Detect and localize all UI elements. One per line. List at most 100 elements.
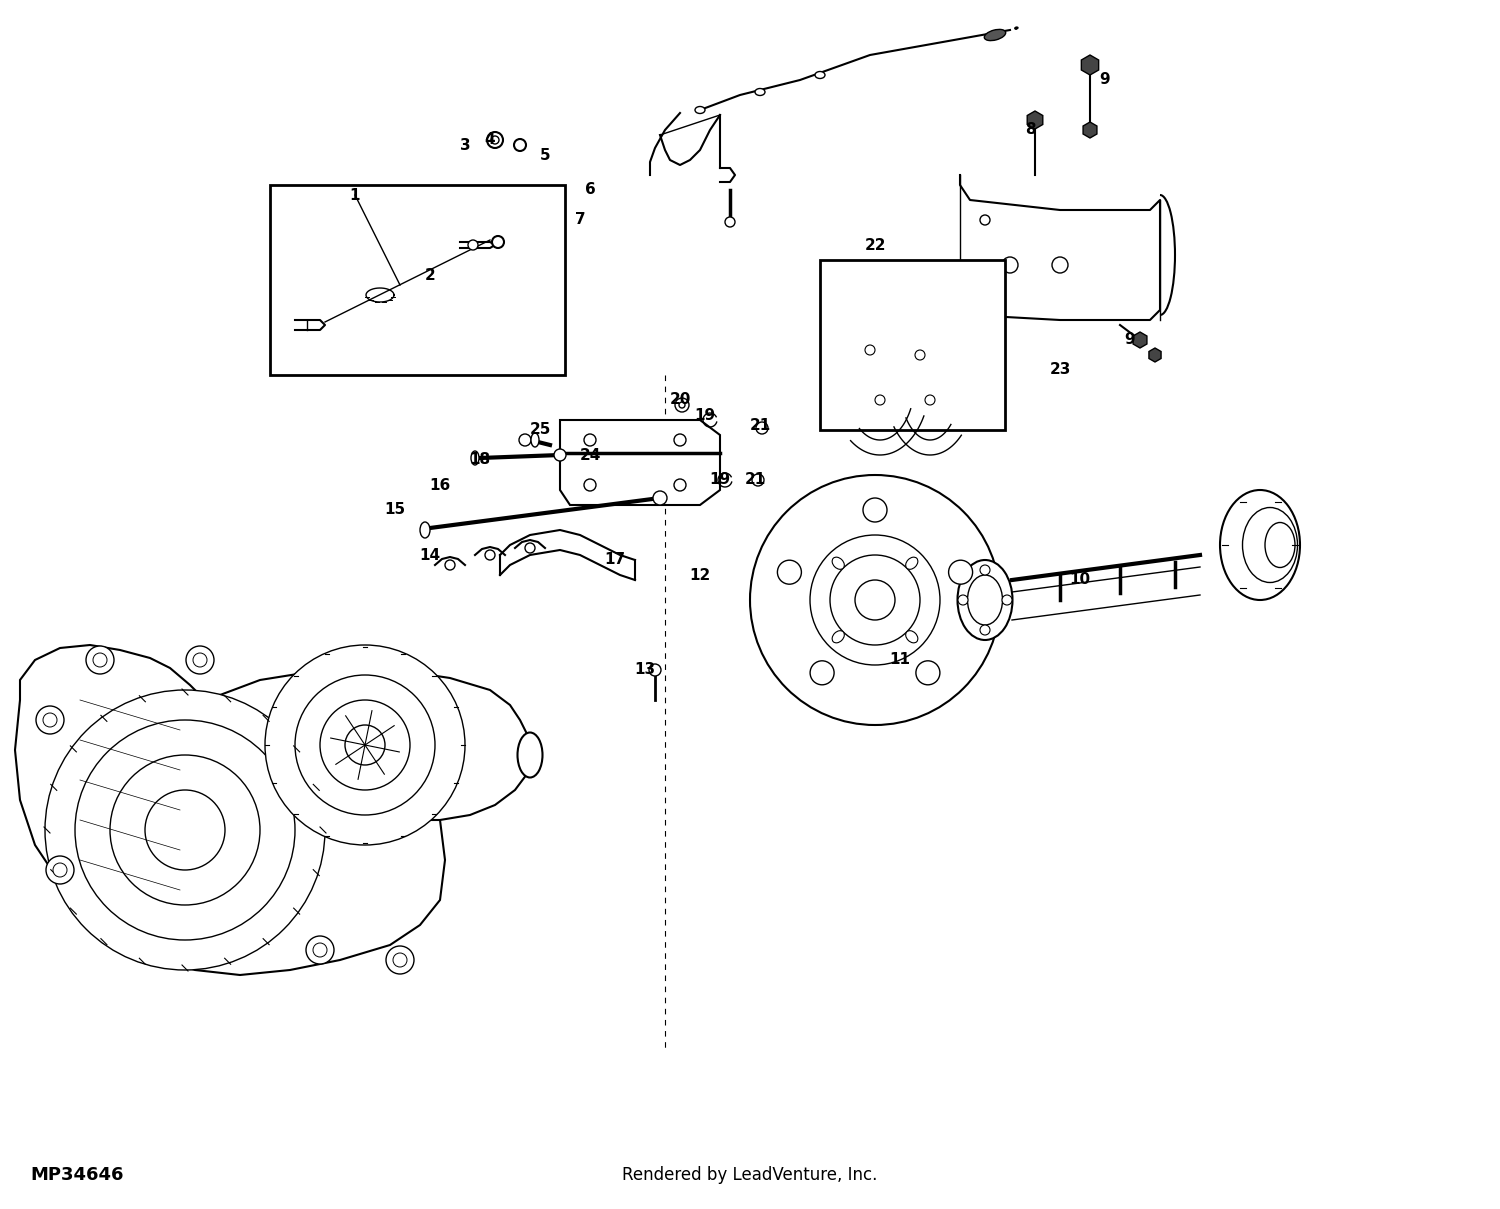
Text: Rendered by LeadVenture, Inc.: Rendered by LeadVenture, Inc. <box>622 1165 878 1184</box>
Text: 8: 8 <box>1024 122 1035 138</box>
Circle shape <box>554 449 566 461</box>
Text: 11: 11 <box>890 653 910 667</box>
Circle shape <box>525 543 536 553</box>
Circle shape <box>1002 595 1013 604</box>
Circle shape <box>110 754 260 906</box>
Circle shape <box>958 595 968 604</box>
Circle shape <box>393 953 406 967</box>
Circle shape <box>146 789 225 870</box>
Ellipse shape <box>1220 490 1300 600</box>
Circle shape <box>492 236 504 248</box>
Ellipse shape <box>518 733 543 777</box>
Circle shape <box>915 349 926 360</box>
Circle shape <box>345 725 386 765</box>
Text: 25: 25 <box>530 422 550 438</box>
Ellipse shape <box>906 631 918 643</box>
Circle shape <box>652 491 668 505</box>
Polygon shape <box>195 670 530 820</box>
Circle shape <box>810 661 834 684</box>
Circle shape <box>650 664 662 676</box>
Circle shape <box>724 216 735 227</box>
Circle shape <box>980 565 990 575</box>
Bar <box>821 260 1005 430</box>
Circle shape <box>674 434 686 446</box>
Circle shape <box>490 135 500 144</box>
Circle shape <box>980 625 990 635</box>
Circle shape <box>680 403 686 407</box>
Polygon shape <box>560 420 720 505</box>
Circle shape <box>916 661 940 684</box>
Circle shape <box>46 856 74 884</box>
Circle shape <box>976 302 993 318</box>
Text: 4: 4 <box>484 133 495 147</box>
Circle shape <box>386 945 414 974</box>
Circle shape <box>468 241 478 250</box>
Circle shape <box>266 644 465 845</box>
Circle shape <box>750 475 1000 725</box>
Text: 12: 12 <box>690 567 711 583</box>
Text: 16: 16 <box>429 478 450 492</box>
Text: 14: 14 <box>420 548 441 562</box>
Circle shape <box>36 706 64 734</box>
Circle shape <box>320 700 410 789</box>
Circle shape <box>752 474 764 486</box>
Circle shape <box>756 422 768 434</box>
Polygon shape <box>15 644 445 974</box>
Text: 19: 19 <box>694 407 715 422</box>
Text: 15: 15 <box>384 503 405 517</box>
Polygon shape <box>960 175 1160 320</box>
Circle shape <box>484 550 495 560</box>
Text: 2: 2 <box>424 267 435 283</box>
Circle shape <box>874 395 885 405</box>
Text: 19: 19 <box>710 473 730 487</box>
Circle shape <box>514 139 526 151</box>
Circle shape <box>186 646 214 673</box>
Ellipse shape <box>968 575 1002 625</box>
Circle shape <box>519 434 531 446</box>
Ellipse shape <box>420 522 430 538</box>
Circle shape <box>194 653 207 667</box>
Text: 10: 10 <box>1070 573 1090 588</box>
Text: 21: 21 <box>744 473 765 487</box>
Circle shape <box>44 713 57 727</box>
Text: 21: 21 <box>750 417 771 433</box>
Circle shape <box>584 479 596 491</box>
Text: 6: 6 <box>585 183 596 197</box>
Bar <box>270 185 566 375</box>
Ellipse shape <box>957 560 1012 640</box>
Circle shape <box>45 690 326 970</box>
Circle shape <box>980 290 990 300</box>
Circle shape <box>980 215 990 225</box>
Circle shape <box>296 675 435 815</box>
Ellipse shape <box>906 557 918 569</box>
Ellipse shape <box>531 433 538 447</box>
Circle shape <box>865 345 874 355</box>
Ellipse shape <box>833 557 844 569</box>
Ellipse shape <box>1264 522 1294 567</box>
Circle shape <box>1052 258 1068 273</box>
Text: 18: 18 <box>470 452 490 468</box>
Text: 3: 3 <box>459 138 471 152</box>
Text: 9: 9 <box>1125 332 1136 347</box>
Circle shape <box>53 863 68 877</box>
Ellipse shape <box>833 631 844 643</box>
Ellipse shape <box>984 29 1005 41</box>
Text: 20: 20 <box>669 393 690 407</box>
Circle shape <box>75 721 296 941</box>
Circle shape <box>855 580 895 620</box>
Circle shape <box>306 936 334 964</box>
Ellipse shape <box>754 88 765 96</box>
Ellipse shape <box>694 106 705 114</box>
Text: 13: 13 <box>634 663 656 677</box>
Text: 7: 7 <box>574 213 585 227</box>
Circle shape <box>777 560 801 584</box>
Text: 22: 22 <box>864 237 885 253</box>
Text: 17: 17 <box>604 553 625 567</box>
Ellipse shape <box>815 71 825 79</box>
Ellipse shape <box>1242 508 1298 583</box>
Circle shape <box>674 479 686 491</box>
Circle shape <box>1002 258 1019 273</box>
Text: 1: 1 <box>350 187 360 202</box>
Circle shape <box>675 398 688 412</box>
Text: 9: 9 <box>1100 73 1110 87</box>
